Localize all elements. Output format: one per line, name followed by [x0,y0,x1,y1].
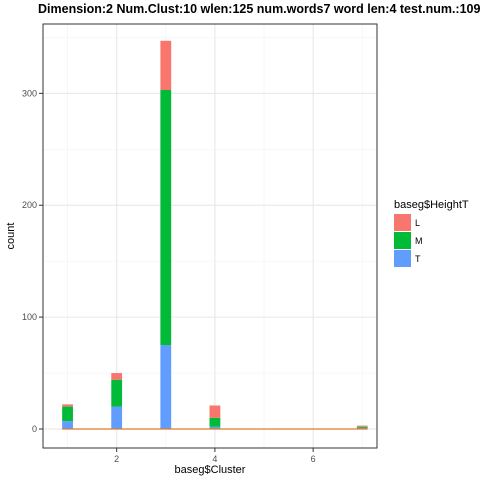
legend-key-L [394,214,411,231]
y-tick-label: 200 [22,200,37,210]
legend-label-T: T [415,254,421,264]
x-tick-label: 6 [311,454,316,464]
bar-segment-L-cluster-2 [111,373,122,380]
legend-title: baseg$HeightT [394,199,469,211]
bar-segment-M-cluster-1 [62,407,73,422]
legend-key-T [394,250,411,267]
bar-segment-T-cluster-3 [160,345,171,429]
bar-segment-L-cluster-1 [62,404,73,406]
bar-segment-L-cluster-7 [357,426,368,427]
x-axis: 2 4 6 [114,448,315,464]
x-tick-label: 2 [114,454,119,464]
panel-background [43,24,377,448]
y-tick-label: 100 [22,312,37,322]
bar-segment-L-cluster-4 [210,405,221,417]
bar-segment-M-cluster-4 [210,418,221,427]
bar-segment-L-cluster-3 [160,41,171,90]
bar-segment-M-cluster-3 [160,90,171,345]
legend-label-L: L [415,218,420,228]
bar-segment-M-cluster-2 [111,380,122,407]
y-axis: 0 100 200 300 [22,88,43,434]
y-axis-title: count [5,223,17,250]
y-tick-label: 0 [32,424,37,434]
x-axis-title: baseg$Cluster [175,464,246,476]
bar-segment-M-cluster-7 [357,427,368,428]
legend-label-M: M [415,236,423,246]
y-tick-label: 300 [22,88,37,98]
x-tick-label: 4 [212,454,217,464]
legend: baseg$HeightT LMT [394,199,469,267]
bar-segment-T-cluster-1 [62,421,73,429]
legend-key-M [394,232,411,249]
bar-segment-T-cluster-2 [111,407,122,429]
